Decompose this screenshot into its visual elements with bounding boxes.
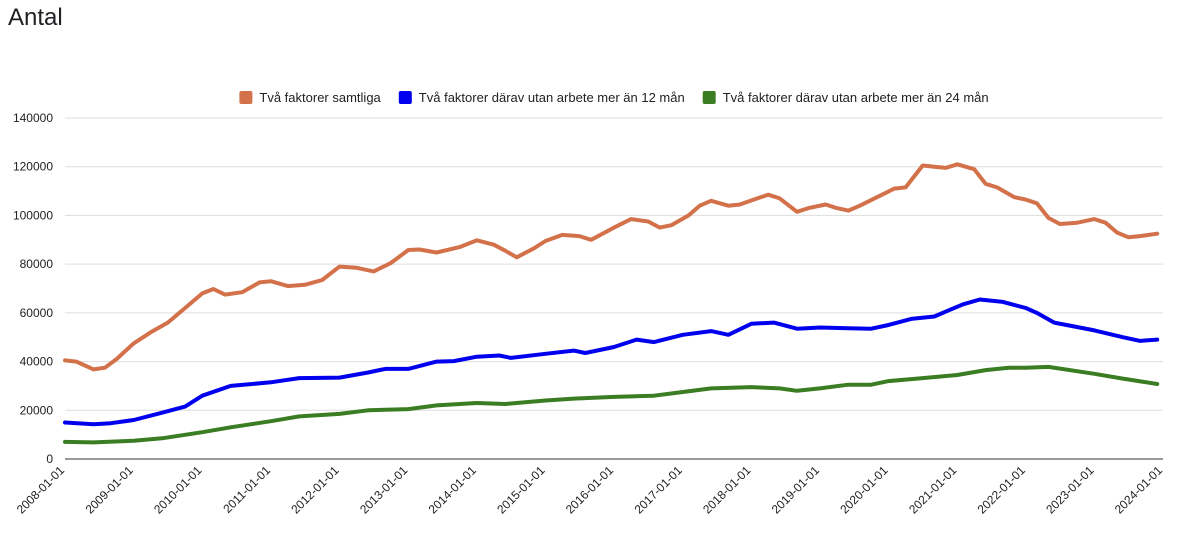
y-tick-label: 60000 [20, 306, 54, 320]
legend-swatch [239, 91, 253, 104]
x-tick-label: 2024-01-01 [1112, 463, 1166, 517]
legend-label: Två faktorer därav utan arbete mer än 12… [419, 90, 685, 105]
legend-item-1: Två faktorer samtliga [239, 90, 382, 105]
legend-item-3: Två faktorer därav utan arbete mer än 24… [702, 90, 989, 105]
legend-swatch [702, 91, 716, 104]
y-axis-ticks: 0 20000 40000 60000 80000 100000 120000 140000 [13, 111, 53, 466]
x-tick-label: 2010-01-01 [151, 463, 205, 517]
x-tick-label: 2021-01-01 [906, 463, 960, 517]
series-lines [63, 162, 1160, 445]
y-tick-label: 80000 [20, 257, 54, 271]
x-tick-label: 2019-01-01 [769, 463, 823, 517]
x-tick-label: 2023-01-01 [1043, 463, 1097, 517]
y-tick-label: 140000 [13, 111, 53, 125]
x-tick-label: 2013-01-01 [357, 463, 411, 517]
x-axis-ticks: 2008-01-01 2009-01-01 2010-01-01 2011-01-01… [14, 463, 1166, 517]
x-tick-label: 2020-01-01 [837, 463, 891, 517]
y-tick-label: 0 [46, 452, 53, 466]
x-tick-label: 2008-01-01 [14, 463, 68, 517]
y-tick-label: 100000 [13, 208, 53, 222]
series-line-2 [63, 297, 1160, 427]
x-tick-label: 2015-01-01 [494, 463, 548, 517]
y-tick-label: 120000 [13, 160, 53, 174]
x-tick-label: 2009-01-01 [83, 463, 137, 517]
page-title: Antal [8, 4, 63, 31]
series-line-1 [63, 162, 1160, 372]
legend-item-2: Två faktorer därav utan arbete mer än 12… [398, 90, 685, 105]
y-tick-label: 20000 [20, 403, 54, 417]
legend-label: Två faktorer därav utan arbete mer än 24… [723, 90, 989, 105]
series-line-3 [63, 364, 1160, 445]
x-tick-label: 2012-01-01 [288, 463, 342, 517]
legend-swatch [398, 91, 412, 104]
x-tick-label: 2022-01-01 [975, 463, 1029, 517]
legend-label: Två faktorer samtliga [259, 90, 381, 105]
x-tick-label: 2014-01-01 [426, 463, 480, 517]
x-tick-label: 2011-01-01 [220, 463, 273, 516]
grid-lines [65, 117, 1163, 460]
legend: Två faktorer samtliga Två faktorer därav … [239, 90, 989, 105]
x-tick-label: 2018-01-01 [700, 463, 754, 517]
x-tick-label: 2016-01-01 [563, 463, 617, 517]
x-tick-label: 2017-01-01 [632, 463, 686, 517]
y-tick-label: 40000 [20, 355, 54, 369]
